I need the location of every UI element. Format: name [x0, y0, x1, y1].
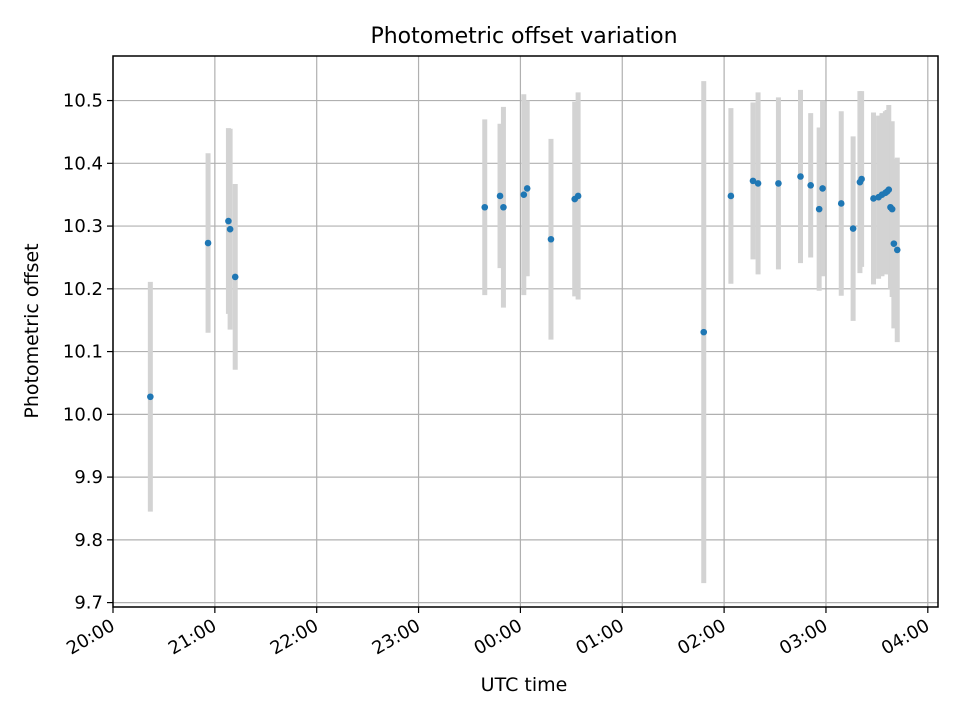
data-point [225, 217, 232, 225]
y-axis-ticks: 9.7 9.8 9.9 10.0 10.1 10.2 10.3 10.4 10.5 [63, 91, 113, 614]
y-tick-label: 10.3 [63, 216, 103, 237]
data-point [849, 225, 857, 232]
data-point [749, 177, 757, 185]
data-point [870, 195, 877, 202]
data-point [520, 191, 528, 198]
data-point [893, 246, 901, 254]
data-points [147, 173, 901, 401]
y-tick-label: 9.8 [74, 530, 103, 551]
y-tick-label: 10.0 [63, 404, 103, 425]
data-point [574, 192, 582, 200]
data-point [500, 203, 507, 211]
x-axis-label: UTC time [481, 674, 568, 696]
data-point [797, 173, 804, 180]
y-tick-label: 10.5 [63, 91, 103, 112]
data-point [819, 185, 826, 192]
plot-frame [112, 55, 939, 608]
y-tick-label: 10.2 [63, 279, 103, 300]
data-point [231, 273, 239, 281]
y-tick-label: 9.7 [74, 593, 103, 614]
data-point [727, 192, 735, 200]
data-point [885, 186, 893, 193]
data-point [837, 200, 845, 207]
data-point [226, 225, 234, 233]
chart-title: Photometric offset variation [370, 24, 677, 49]
data-point [888, 205, 896, 213]
y-tick-label: 10.4 [63, 153, 103, 174]
data-point [858, 175, 865, 183]
y-axis-label: Photometric offset [21, 243, 43, 418]
data-point [147, 393, 154, 401]
data-point [547, 235, 555, 243]
data-point [496, 192, 504, 200]
y-tick-label: 9.9 [74, 467, 103, 488]
data-point [204, 239, 212, 247]
data-point [523, 185, 531, 192]
data-point [890, 240, 898, 247]
y-tick-label: 10.1 [63, 342, 103, 363]
data-point [775, 180, 782, 187]
data-point [481, 203, 489, 211]
data-point [754, 180, 762, 187]
data-point [807, 181, 814, 189]
data-point [700, 328, 708, 336]
data-point [815, 205, 823, 213]
